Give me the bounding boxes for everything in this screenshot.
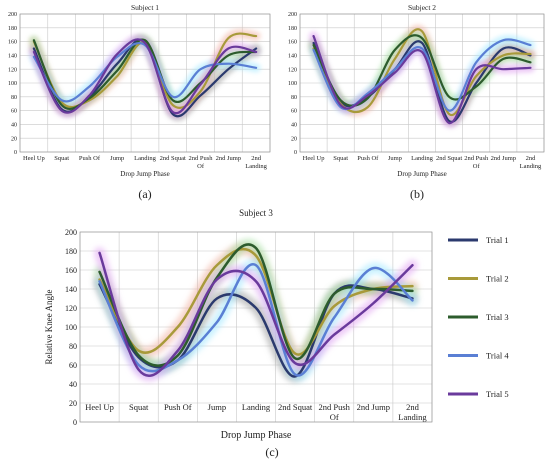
y-tick-label: 60 [69,361,77,370]
y-tick-label: 180 [65,247,77,256]
series-line-4 [32,42,258,103]
x-tick-label: Heel Up [85,402,114,412]
y-tick-label: 120 [65,304,77,313]
x-tick-label: Squat [54,155,69,162]
series-line-5 [312,34,532,125]
y-tick-label: 140 [288,54,297,60]
x-tick-label: 2nd Squat [160,155,186,162]
y-tick-label: 60 [11,109,17,115]
x-tick-label: 2nd Jump [357,402,390,412]
x-tick-label: Push Of [164,402,192,412]
chart-title: Subject 2 [408,3,436,12]
x-tick-label: 2nd Squat [278,402,313,412]
legend-entry: Trial 3 [486,312,509,322]
x-tick-label: Landing [134,155,156,162]
x-tick-label: 2nd Landing [520,155,542,170]
legend-entry: Trial 1 [486,235,509,245]
x-tick-label: Push Of [79,155,101,162]
x-tick-label: Jump [110,155,124,162]
line-chart-subject-1: Subject 1 0 20 40 60 80 100 120 140 160 180 200 Heel… [8,3,271,201]
y-tick-label: 80 [291,95,297,101]
y-tick-label: 200 [8,12,17,18]
x-tick-label: 2nd Push Of [464,155,489,170]
line-chart-subject-2: Subject 2 0 20 40 60 80 100 120 140 160 180 200 Heel… [288,3,545,201]
panel-caption: (b) [410,187,424,201]
y-tick-label: 140 [8,54,17,60]
y-tick-label: 140 [65,285,77,294]
x-axis-label: Drop Jump Phase [397,170,446,178]
y-tick-label: 40 [291,123,297,129]
series-line-2 [98,247,414,356]
series-line-1 [312,40,532,123]
plot-area-border [299,13,545,153]
x-tick-label: Jump [208,402,226,412]
chart-panel-subject-2: Subject 2 0 20 40 60 80 100 120 140 160 180 200 Heel… [282,0,550,210]
y-tick-label: 160 [65,266,77,275]
y-tick-label: 100 [65,323,77,332]
series-line-5 [32,38,258,115]
y-tick-label: 120 [8,67,17,73]
x-tick-label: 2nd Landing [245,155,267,170]
y-tick-label: 60 [291,109,297,115]
x-tick-label: 2nd Squat [436,155,462,162]
legend-entry: Trial 4 [486,351,509,361]
plot-area-border [19,13,271,153]
series-line-5 [98,251,414,377]
x-tick-label: Heel Up [303,155,325,162]
x-tick-label: Jump [388,155,402,162]
y-tick-label: 0 [73,418,77,427]
y-tick-label: 20 [291,136,297,142]
x-tick-label: Squat [129,402,149,412]
y-tick-label: 160 [288,40,297,46]
y-tick-label: 100 [288,81,297,87]
series-line-2 [312,28,532,117]
panel-caption: (a) [138,187,151,201]
chart-title: Subject 3 [239,208,273,218]
legend-entry: Trial 5 [486,389,509,399]
x-tick-label: Push Of [357,155,379,162]
y-tick-label: 180 [288,26,297,32]
y-tick-label: 160 [8,40,17,46]
y-tick-label: 80 [69,342,77,351]
x-tick-label: 2nd Landing [398,402,427,422]
y-tick-label: 200 [65,228,77,237]
x-axis-label: Drop Jump Phase [120,170,169,178]
y-tick-label: 0 [14,150,17,156]
y-tick-label: 180 [8,26,17,32]
y-tick-label: 40 [11,123,17,129]
chart-panel-subject-3: Subject 3 0 20 40 60 80 100 120 140 160 180 200 Heel… [0,202,550,464]
series-line-3 [312,34,532,107]
x-tick-label: 2nd Jump [216,155,241,162]
legend-entry: Trial 2 [486,274,509,284]
x-tick-label: 2nd Push Of [319,402,351,422]
y-tick-label: 20 [11,136,17,142]
line-chart-subject-3: Subject 3 0 20 40 60 80 100 120 140 160 180 200 Heel… [44,208,509,459]
x-tick-label: Landing [242,402,271,412]
plot-area-border [79,231,433,423]
series-line-4 [98,263,414,377]
chart-title: Subject 1 [131,3,159,12]
y-axis-label: Relative Knee Angle [44,290,54,365]
y-tick-label: 80 [11,95,17,101]
x-axis-label: Drop Jump Phase [221,430,292,441]
y-tick-label: 40 [69,380,77,389]
x-tick-label: Heel Up [23,155,45,162]
y-tick-label: 20 [69,399,77,408]
x-tick-label: 2nd Jump [491,155,516,162]
y-tick-label: 120 [288,67,297,73]
chart-panel-subject-1: Subject 1 0 20 40 60 80 100 120 140 160 180 200 Heel… [0,0,280,210]
y-tick-label: 0 [294,150,297,156]
y-tick-label: 100 [8,81,17,87]
y-tick-label: 200 [288,12,297,18]
x-tick-label: 2nd Push Of [189,155,214,170]
panel-caption: (c) [265,445,278,459]
x-tick-label: Squat [333,155,348,162]
x-tick-label: Landing [411,155,433,162]
